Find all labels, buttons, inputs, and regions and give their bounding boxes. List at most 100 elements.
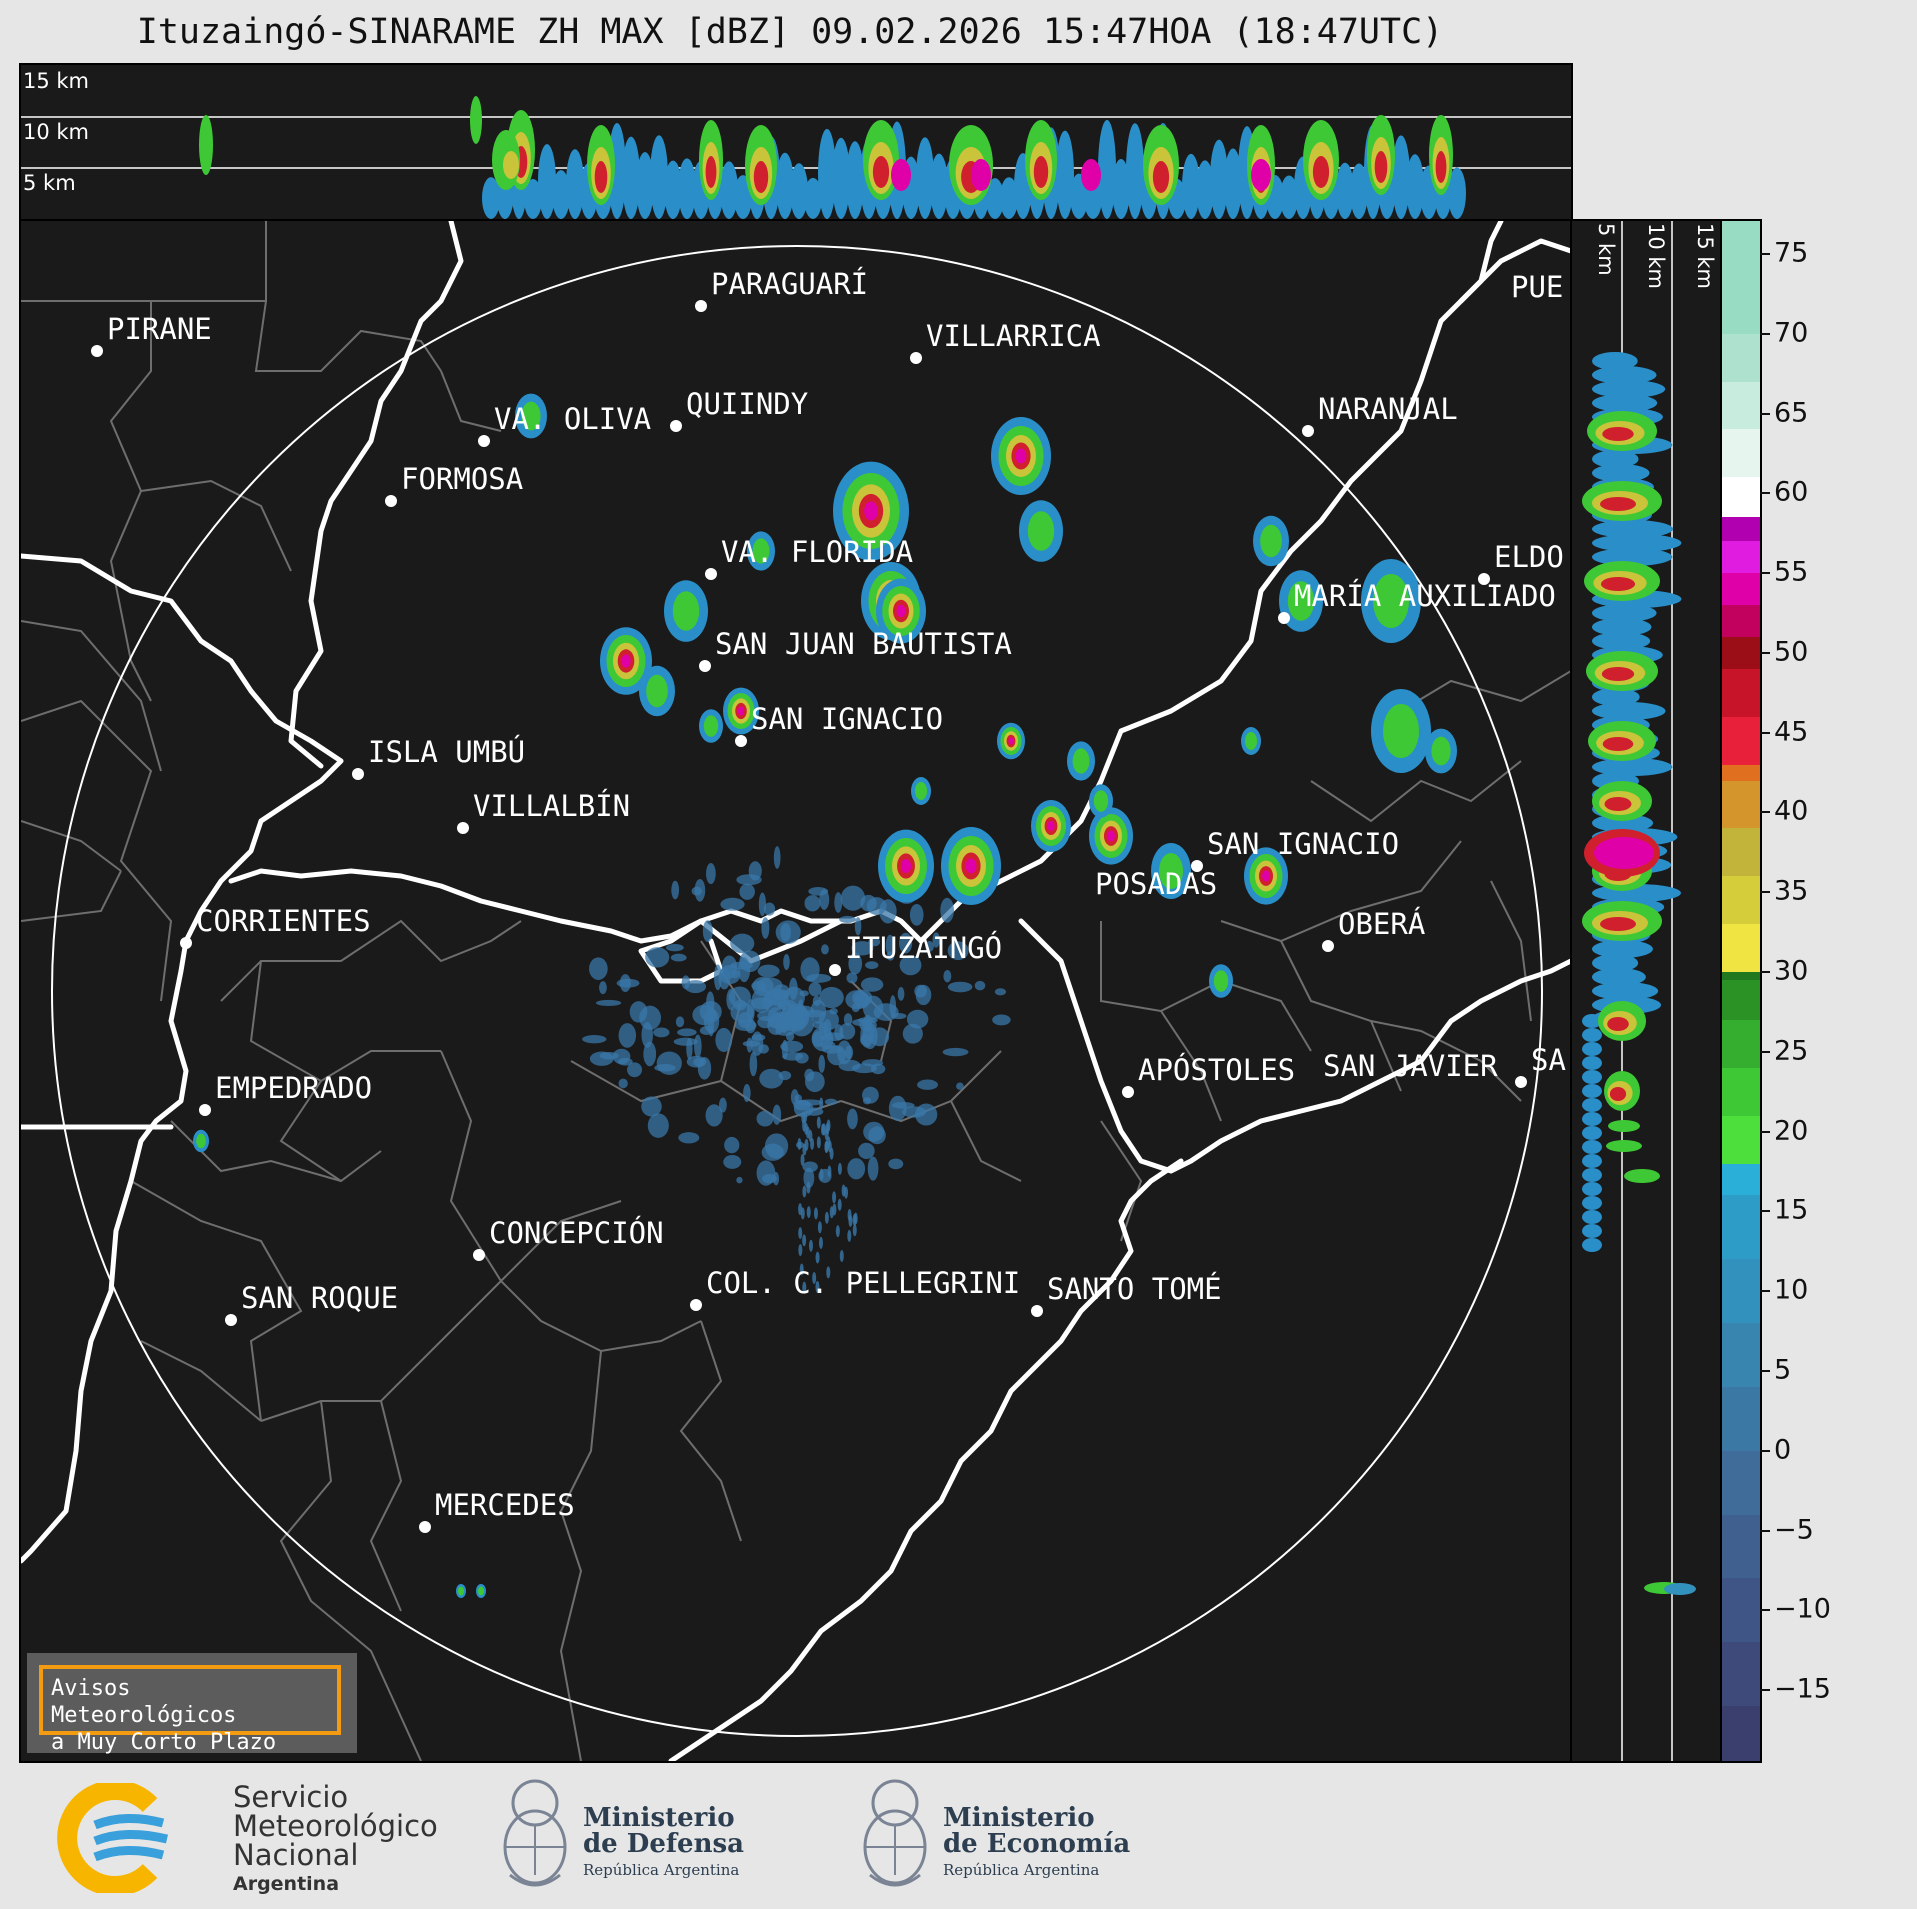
city-isla-umbu[interactable]: ISLA UMBÚ	[352, 735, 525, 780]
radar-echo	[653, 1027, 670, 1038]
footer-logos: Servicio Meteorológico Nacional Argentin…	[0, 1765, 1917, 1909]
city-label-maria-auxiliadora: MARÍA AUXILIADO	[1294, 579, 1556, 613]
city-concepcion[interactable]: CONCEPCIÓN	[473, 1216, 664, 1261]
radar-echo	[812, 995, 821, 1007]
colorbar-tick-label: 55	[1774, 556, 1809, 588]
colorbar-tick-label: 10	[1774, 1274, 1809, 1306]
city-posadas[interactable]: POSADAS	[1095, 867, 1217, 901]
city-san-javier[interactable]: SAN JAVIER	[1323, 1049, 1498, 1083]
city-mercedes[interactable]: MERCEDES	[419, 1488, 575, 1533]
radar-echo	[1107, 830, 1115, 842]
city-pue[interactable]: PUE	[1511, 270, 1563, 304]
radar-echo	[482, 177, 500, 219]
radar-echo	[1582, 1182, 1602, 1196]
city-paraguari[interactable]: PARAGUARÍ	[695, 267, 868, 312]
city-formosa[interactable]: FORMOSA	[385, 462, 523, 507]
radar-echo	[1406, 154, 1424, 219]
radar-echo	[673, 1037, 698, 1046]
radar-echo	[622, 136, 640, 219]
smn-line-3: Nacional	[233, 1838, 359, 1872]
radar-echo	[1000, 177, 1018, 219]
city-naranjal[interactable]: NARANJAL	[1302, 392, 1458, 437]
radar-echo	[524, 178, 542, 219]
city-eldo[interactable]: ELDO	[1478, 540, 1564, 585]
radar-echo	[820, 1123, 825, 1136]
city-santo-tome[interactable]: SANTO TOMÉ	[1031, 1272, 1222, 1317]
radar-echo	[858, 1142, 875, 1160]
city-sa[interactable]: SA	[1515, 1043, 1566, 1088]
radar-echo	[776, 152, 794, 219]
radar-echo	[1582, 1014, 1602, 1028]
radar-echo	[862, 1097, 872, 1105]
city-col-c-pellegrini[interactable]: COL. C. PELLEGRINI	[690, 1266, 1020, 1311]
radar-echo	[867, 1156, 879, 1181]
height-label-5km: 5 km	[23, 171, 76, 195]
radar-echo	[808, 1239, 813, 1252]
colorbar-band	[1722, 979, 1760, 1020]
city-va-florida[interactable]: VA. FLORIDA	[705, 535, 913, 580]
radar-echo	[1592, 352, 1638, 370]
radar-echo	[795, 1052, 809, 1064]
city-san-ignacio-py[interactable]: SAN IGNACIO	[735, 702, 943, 747]
radar-echo	[899, 932, 913, 954]
radar-echo	[947, 941, 969, 961]
city-apostoles[interactable]: APÓSTOLES	[1122, 1053, 1295, 1098]
colorbar-tick-label: −5	[1774, 1514, 1814, 1546]
radar-echo	[694, 1034, 702, 1059]
radar-echo	[738, 957, 751, 983]
radar-echo	[826, 1266, 831, 1279]
city-san-juan-bautista[interactable]: SAN JUAN BAUTISTA	[699, 627, 1012, 672]
colorbar-band	[1722, 667, 1760, 717]
city-san-ignacio-ar[interactable]: SAN IGNACIO	[1191, 827, 1399, 872]
radar-echo	[798, 1227, 803, 1240]
city-corrientes[interactable]: CORRIENTES	[180, 904, 371, 949]
city-va-oliva[interactable]: VA. OLIVA	[478, 402, 651, 447]
warning-box-inner: Avisos Meteorológicos a Muy Corto Plazo	[39, 1665, 341, 1755]
city-pirane[interactable]: PIRANE	[91, 312, 212, 357]
radar-echo	[1098, 119, 1116, 219]
city-maria-auxiliadora[interactable]: MARÍA AUXILIADO	[1278, 579, 1556, 624]
radar-echo	[840, 885, 866, 911]
radar-echo	[1608, 1120, 1640, 1132]
city-obera[interactable]: OBERÁ	[1322, 907, 1425, 952]
city-label-apostoles: APÓSTOLES	[1138, 1053, 1295, 1087]
radar-echo	[1008, 737, 1014, 745]
city-empedrado[interactable]: EMPEDRADO	[199, 1071, 372, 1116]
radar-echo	[1592, 758, 1673, 776]
radar-echo	[1210, 139, 1228, 219]
radar-echo	[199, 115, 213, 175]
city-villarrica[interactable]: VILLARRICA	[910, 319, 1101, 364]
city-san-roque[interactable]: SAN ROQUE	[225, 1281, 398, 1326]
radar-echo	[818, 1054, 826, 1073]
economia-line-3: República Argentina	[943, 1861, 1100, 1879]
radar-echo	[1592, 394, 1658, 412]
radar-echo	[915, 984, 932, 1006]
radar-echo	[947, 981, 973, 993]
radar-echo	[805, 1126, 810, 1139]
radar-echo	[671, 880, 680, 900]
warning-box[interactable]: Avisos Meteorológicos a Muy Corto Plazo	[27, 1653, 357, 1755]
radar-echo	[538, 144, 556, 219]
radar-echo	[675, 1016, 685, 1028]
city-ituzaingo[interactable]: ITUZAINGÓ	[829, 931, 1002, 976]
radar-map[interactable]: PIRANE PARAGUARÍ VILLARRICA QUIINDY VA. …	[19, 219, 1573, 1763]
radar-echo	[785, 1031, 795, 1042]
colorbar-band	[1722, 516, 1760, 542]
radar-echo	[705, 156, 717, 188]
radar-echo	[753, 161, 769, 193]
city-quiindy[interactable]: QUIINDY	[670, 387, 808, 432]
top-strip-echoes	[21, 96, 1571, 219]
top-height-strip: 15 km 10 km 5 km	[19, 63, 1573, 221]
radar-echo	[853, 1212, 858, 1225]
radar-echo	[749, 1051, 758, 1077]
radar-echo	[818, 128, 836, 219]
radar-echo	[897, 986, 905, 1001]
radar-echo	[837, 1162, 842, 1175]
colorbar-tick	[1760, 252, 1770, 255]
national-coat-of-arms-icon	[503, 1779, 567, 1887]
city-villalbin[interactable]: VILLALBÍN	[457, 789, 630, 834]
radar-echo	[815, 1251, 820, 1264]
radar-echo	[721, 955, 738, 979]
radar-echo	[566, 149, 584, 219]
warning-line-2: a Muy Corto Plazo	[51, 1730, 277, 1755]
